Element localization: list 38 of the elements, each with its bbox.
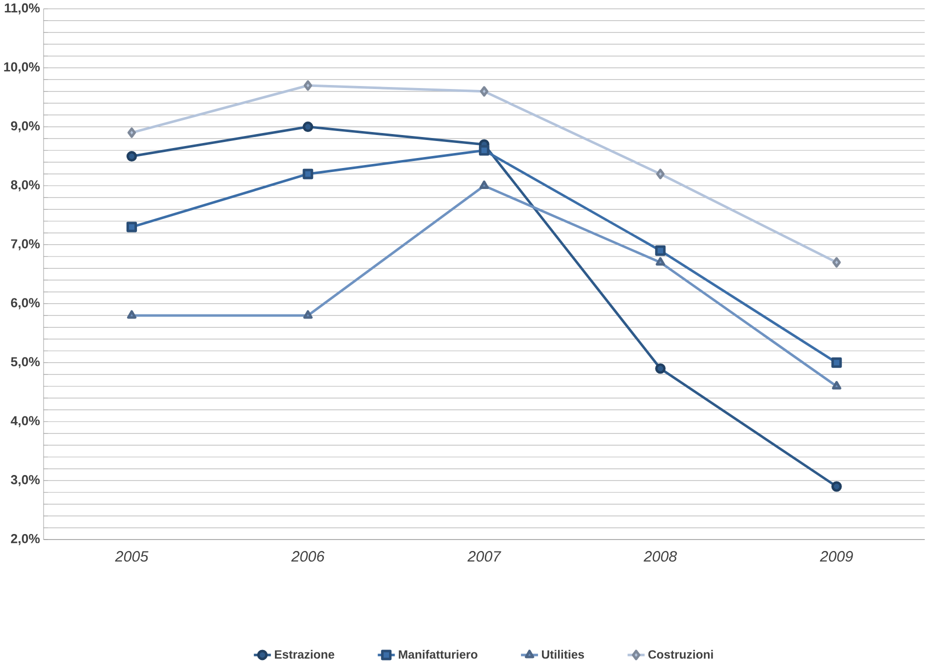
point	[302, 122, 314, 132]
x-tick-label: 2005	[114, 551, 148, 562]
point	[478, 145, 490, 156]
point	[655, 245, 666, 256]
y-tick-label: 10,0%	[4, 62, 40, 74]
point	[479, 180, 489, 189]
y-tick-label: 7,0%	[11, 239, 40, 250]
point	[127, 310, 136, 319]
point	[303, 310, 313, 319]
point	[655, 363, 666, 374]
point	[126, 151, 137, 162]
legend-label: Costruzioni	[648, 650, 713, 659]
x-tick-label: 2006	[291, 551, 325, 562]
point	[832, 380, 842, 390]
point	[831, 357, 842, 368]
y-tick-label: 9,0%	[10, 121, 40, 132]
legend-label: Utilities	[542, 650, 584, 659]
legend-label: Estrazione	[274, 650, 334, 659]
point	[831, 481, 842, 492]
y-tick-label: 6,0%	[11, 298, 40, 310]
point	[656, 257, 666, 266]
point	[656, 168, 665, 180]
x-tick-label: 2008	[644, 551, 677, 562]
point	[302, 168, 314, 180]
y-tick-label: 8,0%	[10, 180, 40, 192]
point	[832, 257, 841, 268]
y-tick-label: 5,0%	[10, 357, 40, 368]
point	[126, 222, 137, 232]
point	[304, 80, 312, 91]
y-tick-label: 4,0%	[10, 416, 40, 428]
y-tick-label: 2,0%	[10, 534, 40, 546]
y-tick-label: 11,0%	[4, 3, 40, 14]
point	[480, 86, 488, 97]
y-tick-label: 3,0%	[10, 475, 40, 486]
x-tick-label: 2009	[820, 551, 853, 562]
x-tick-label: 2007	[467, 551, 502, 562]
point	[127, 127, 136, 138]
legend-label: Manifatturiero	[398, 650, 478, 659]
